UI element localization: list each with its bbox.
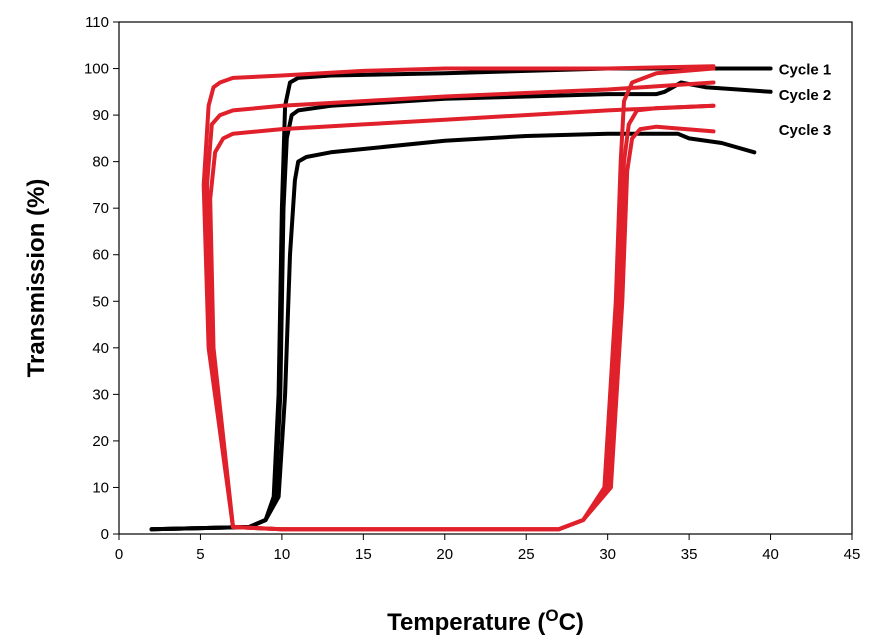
x-tick-label: 15 — [355, 546, 372, 563]
series-labels: Cycle 1 Cycle 2 Cycle 3 — [779, 62, 832, 140]
x-tick-label: 35 — [681, 546, 698, 563]
y-tick-label: 0 — [101, 526, 109, 543]
cycle-label-1: Cycle 1 — [779, 62, 832, 79]
y-axis-ticks: 0 10 20 30 40 50 60 70 80 90 100 110 — [84, 14, 119, 543]
x-tick-label: 5 — [196, 546, 204, 563]
x-tick-label: 40 — [762, 546, 779, 563]
x-axis-title-suffix: C) — [559, 609, 584, 636]
y-tick-label: 20 — [92, 433, 109, 450]
series-line-6 — [208, 103, 716, 532]
plot-frame — [118, 21, 853, 535]
x-axis-title: Temperature (OC) — [387, 606, 584, 636]
y-tick-label: 70 — [92, 200, 109, 217]
series-layer — [149, 64, 773, 532]
y-tick-label: 100 — [84, 61, 109, 78]
y-tick-label: 30 — [92, 386, 109, 403]
cycle-label-3: Cycle 3 — [779, 122, 832, 139]
x-tick-label: 45 — [844, 546, 861, 563]
x-axis-ticks: 0 5 10 15 20 25 30 35 40 45 — [115, 534, 861, 563]
y-tick-label: 50 — [92, 293, 109, 310]
x-tick-label: 20 — [436, 546, 453, 563]
y-tick-label: 40 — [92, 340, 109, 357]
x-tick-label: 25 — [518, 546, 535, 563]
x-tick-label: 10 — [274, 546, 291, 563]
series-line-3 — [149, 131, 757, 532]
y-tick-label: 80 — [92, 154, 109, 171]
cycle-label-2: Cycle 2 — [779, 87, 832, 104]
y-tick-label: 60 — [92, 247, 109, 264]
y-axis-title: Transmission (%) — [23, 179, 50, 378]
x-axis-title-superscript: O — [545, 606, 558, 625]
x-tick-label: 30 — [599, 546, 616, 563]
y-tick-label: 110 — [85, 14, 109, 31]
x-tick-label: 0 — [115, 546, 123, 563]
y-tick-label: 90 — [92, 107, 109, 124]
y-tick-label: 10 — [92, 479, 109, 496]
